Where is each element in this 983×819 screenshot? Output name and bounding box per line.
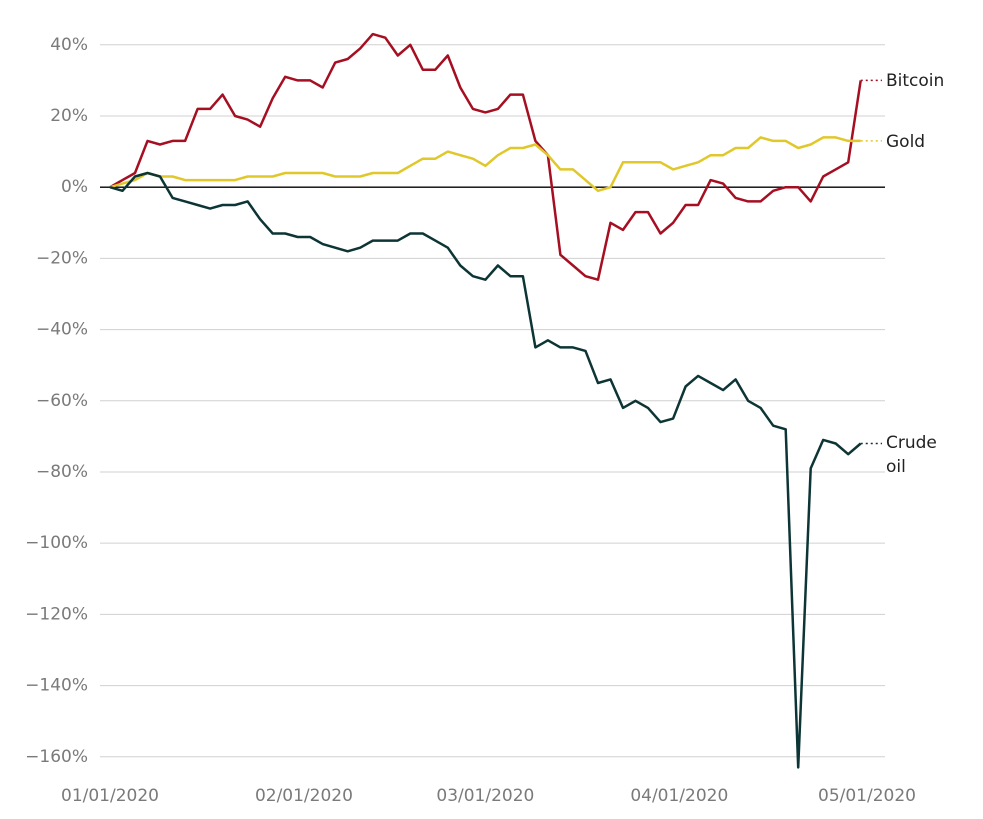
y-tick-label: −100%: [25, 533, 88, 553]
x-tick-label: 03/01/2020: [436, 786, 534, 806]
series-line: [109, 32, 862, 281]
series-label: Bitcoin: [886, 71, 945, 92]
y-tick-label: −120%: [25, 604, 88, 624]
x-tick-label: 02/01/2020: [255, 786, 353, 806]
y-tick-label: −80%: [36, 462, 88, 482]
series-line: [109, 171, 862, 769]
x-tick-label: 05/01/2020: [818, 786, 916, 806]
series-line: [109, 136, 861, 193]
y-tick-label: 0%: [61, 177, 88, 197]
x-tick-label: 01/01/2020: [61, 786, 159, 806]
series-label: Gold: [886, 131, 926, 152]
y-tick-label: 20%: [50, 106, 88, 126]
series-label: Crude oil: [886, 433, 937, 478]
y-tick-label: −160%: [25, 747, 88, 767]
y-tick-label: −60%: [36, 391, 88, 411]
y-tick-label: −140%: [25, 676, 88, 696]
y-tick-label: −40%: [36, 320, 88, 340]
x-tick-label: 04/01/2020: [630, 786, 728, 806]
y-tick-label: 40%: [50, 35, 88, 55]
y-tick-label: −20%: [36, 248, 88, 268]
